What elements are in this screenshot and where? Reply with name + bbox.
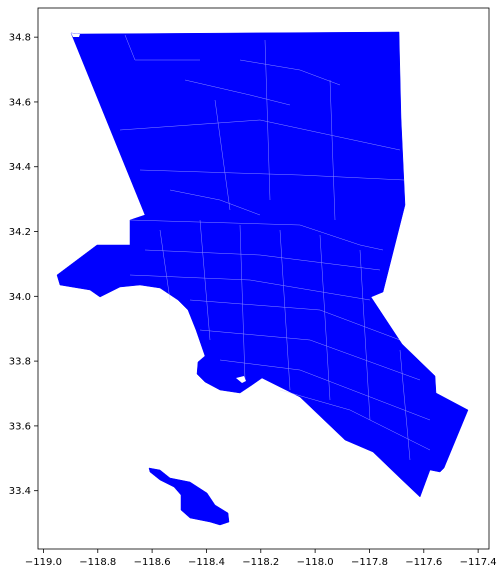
x-tick-label: −117.8 (351, 557, 388, 568)
y-tick-label: 34.0 (9, 292, 31, 303)
island-catalina (148, 467, 230, 526)
x-tick-label: −118.8 (79, 557, 116, 568)
y-tick-label: 34.4 (9, 162, 31, 173)
tract-boundaries (119, 34, 431, 461)
axes-frame (37, 7, 490, 550)
harbor-detail (236, 376, 246, 383)
x-tick-label: −118.0 (297, 557, 334, 568)
y-tick-label: 34.2 (9, 227, 31, 238)
y-tick-label: 34.6 (9, 97, 31, 108)
x-tick-label: −118.4 (188, 557, 225, 568)
mainland-region (56, 31, 469, 498)
y-tick-label: 34.8 (9, 33, 31, 44)
x-tick-label: −118.2 (242, 557, 279, 568)
y-tick-label: 33.6 (9, 421, 31, 432)
mainland-notch (71, 33, 80, 37)
x-tick-label: −118.6 (134, 557, 171, 568)
x-tick-label: −119.0 (25, 557, 62, 568)
x-tick-label: −117.4 (460, 557, 497, 568)
y-tick-label: 33.4 (9, 486, 31, 497)
y-tick-label: 33.8 (9, 357, 31, 368)
y-axis: 34.8 34.6 34.4 34.2 34.0 33.8 33.6 33.4 (9, 33, 38, 497)
map-layer (56, 31, 469, 526)
x-tick-label: −117.6 (405, 557, 442, 568)
x-axis: −119.0 −118.8 −118.6 −118.4 −118.2 −118.0 −117… (25, 549, 497, 568)
